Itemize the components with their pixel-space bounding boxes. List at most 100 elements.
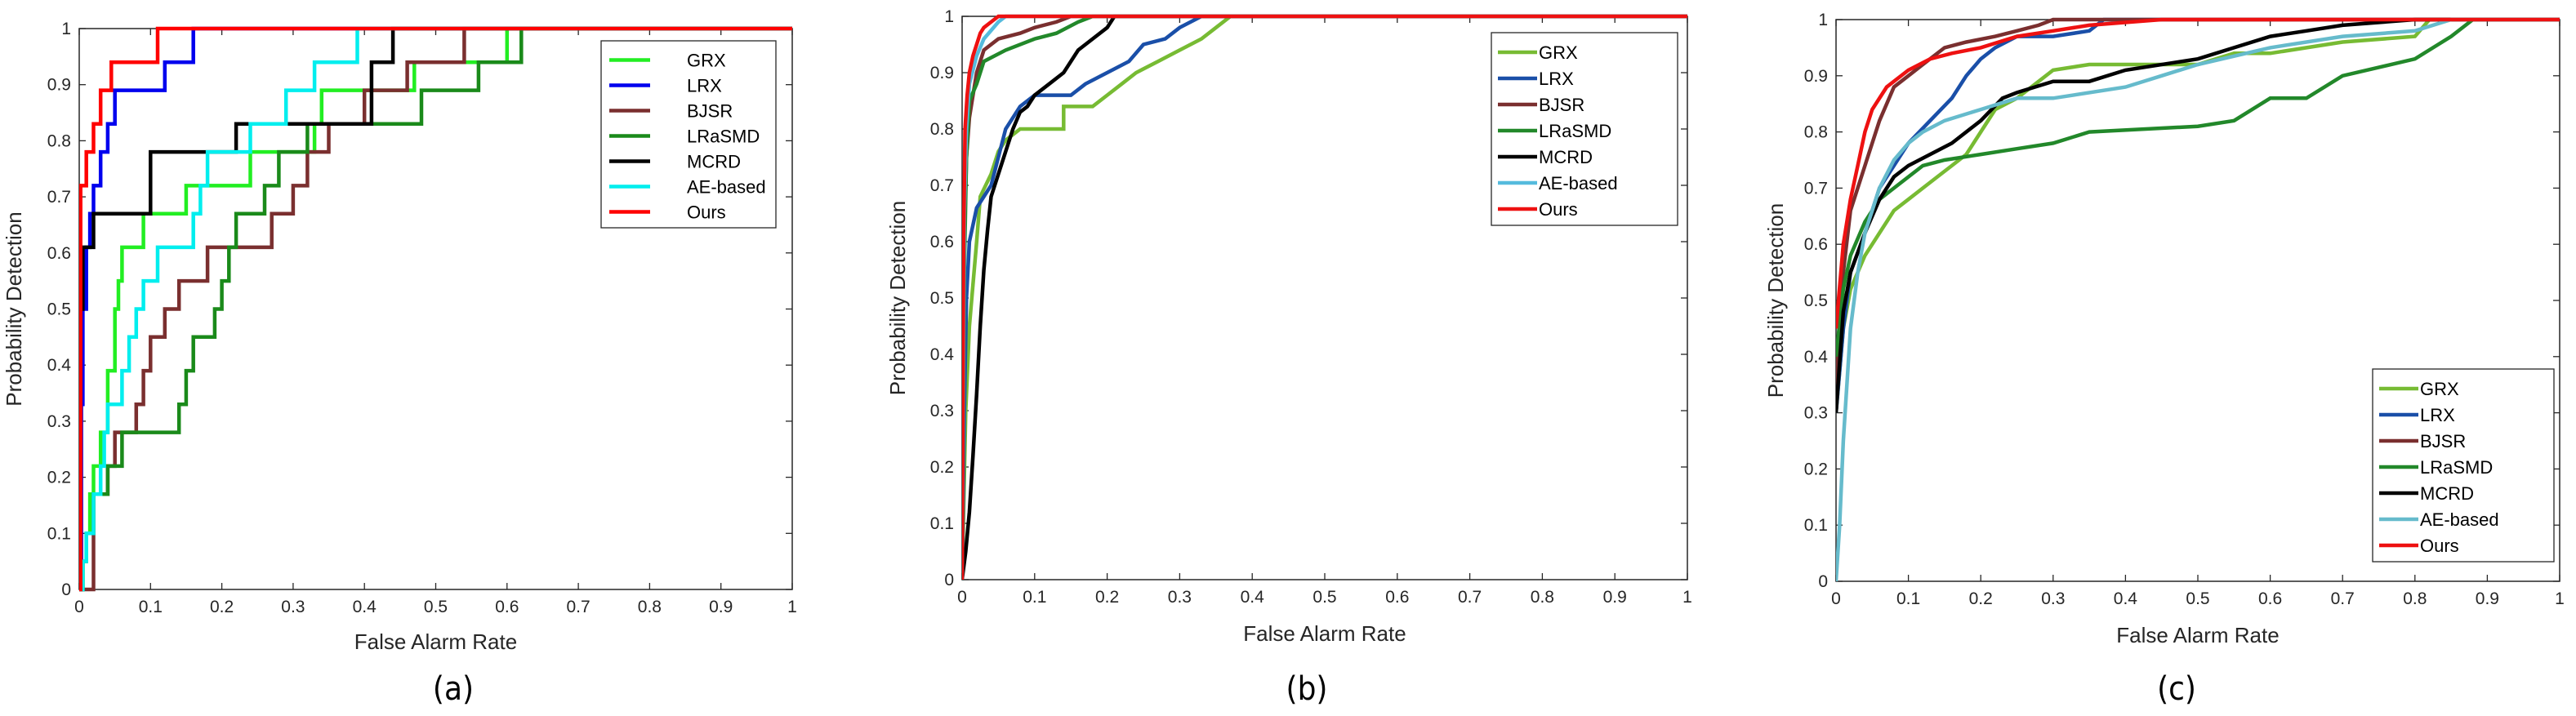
legend-label-ours: Ours <box>687 202 726 223</box>
y-tick-label: 0.5 <box>930 289 954 308</box>
x-tick-label: 0.9 <box>709 598 733 616</box>
series-line-ours <box>79 26 792 592</box>
panel-c: 0 0.1 0.2 0.3 0.4 0.5 0.6 0.7 0.8 0.9 1 0 0.1 0.2 0.3 0… <box>1763 11 2565 708</box>
axes-c: 0 0.1 0.2 0.3 0.4 0.5 0.6 0.7 0.8 0.9 1 0 0.1 0.2 0.3 0… <box>1763 11 2565 647</box>
x-axis-label: False Alarm Rate <box>354 629 517 654</box>
y-tick-label: 0.2 <box>1804 460 1828 478</box>
y-tick-label: 0.8 <box>1804 123 1828 142</box>
x-tick-label: 0.9 <box>1603 588 1627 607</box>
series-line-ae-based <box>79 26 792 592</box>
series-line-ae-based <box>1836 17 2560 582</box>
series-line-lrx <box>79 26 792 592</box>
panel-b: 0 0.1 0.2 0.3 0.4 0.5 0.6 0.7 0.8 0.9 1 0 0.1 0.2 0.3 0… <box>885 7 1692 708</box>
y-tick-label: 0.7 <box>47 188 71 207</box>
x-tick-label: 0.3 <box>281 598 305 616</box>
legend: GRX LRX BJSR LRaSMD MCRD AE-based Ours <box>2372 368 2555 563</box>
x-tick-label: 0.5 <box>424 598 448 616</box>
x-tick-label: 0.3 <box>2041 589 2065 608</box>
legend-label-lrasmd: LRaSMD <box>1539 121 1611 141</box>
y-tick-label: 0.2 <box>47 469 71 487</box>
x-tick-label: 0.8 <box>638 598 662 616</box>
y-tick-label: 0.3 <box>47 412 71 431</box>
x-tick-label: 0.1 <box>1896 589 1920 608</box>
legend-label-lrx: LRX <box>2420 405 2455 425</box>
x-axis-label: False Alarm Rate <box>2116 623 2279 647</box>
x-tick-label: 0.1 <box>1023 588 1046 607</box>
y-tick-label: 0.2 <box>930 458 954 477</box>
legend-label-lrx: LRX <box>687 76 722 96</box>
x-tick-label: 0.2 <box>210 598 234 616</box>
x-tick-label: 0 <box>1831 589 1841 608</box>
y-tick-label: 1 <box>61 20 71 38</box>
y-tick-label: 0.6 <box>47 244 71 263</box>
series-line-grx <box>1836 17 2560 413</box>
x-axis-label: False Alarm Rate <box>1243 621 1406 646</box>
legend: GRX LRX BJSR LRaSMD MCRD AE-based Ours <box>1491 32 1678 226</box>
axes-b: 0 0.1 0.2 0.3 0.4 0.5 0.6 0.7 0.8 0.9 1 0 0.1 0.2 0.3 0… <box>885 7 1692 646</box>
x-tick-label: 0 <box>74 598 84 616</box>
legend-label-ae-based: AE-based <box>2420 509 2499 530</box>
axes-a: 0 0.1 0.2 0.3 0.4 0.5 0.6 0.7 0.8 0.9 1 0 0.1 0.2 0.3 0… <box>2 20 797 654</box>
series-line-ours <box>962 14 1687 580</box>
series-line-grx <box>962 14 1687 580</box>
y-tick-label: 0.5 <box>1804 291 1828 310</box>
y-tick-label: 0.1 <box>47 524 71 543</box>
x-tick-label: 0 <box>957 588 967 607</box>
legend-label-lrasmd: LRaSMD <box>687 127 760 147</box>
x-tick-label: 0.6 <box>495 598 519 616</box>
y-tick-label: 0.4 <box>930 345 955 364</box>
y-tick-label: 0.7 <box>1804 179 1828 198</box>
x-tick-label: 1 <box>1682 588 1692 607</box>
y-tick-label: 0.4 <box>47 356 72 375</box>
y-axis-label: Probability Detection <box>1763 203 1788 398</box>
x-tick-label: 0.7 <box>566 598 590 616</box>
y-tick-label: 0 <box>944 571 954 589</box>
x-tick-label: 0.4 <box>353 598 377 616</box>
x-tick-label: 0.3 <box>1168 588 1192 607</box>
legend-label-bjsr: BJSR <box>2420 431 2466 451</box>
x-tick-label: 0.6 <box>2258 589 2282 608</box>
y-tick-label: 0.3 <box>930 402 954 420</box>
series-lines <box>79 26 792 592</box>
legend-label-mcrd: MCRD <box>1539 147 1593 167</box>
y-tick-label: 1 <box>944 7 954 26</box>
y-tick-label: 0.8 <box>930 120 954 139</box>
legend-label-grx: GRX <box>687 51 726 71</box>
y-tick-label: 0.9 <box>47 76 71 95</box>
panel-a: 0 0.1 0.2 0.3 0.4 0.5 0.6 0.7 0.8 0.9 1 0 0.1 0.2 0.3 0… <box>2 20 797 708</box>
legend-label-lrx: LRX <box>1539 69 1574 89</box>
panel-caption-a: (a) <box>433 670 474 708</box>
y-tick-label: 0 <box>61 580 71 599</box>
series-lines <box>1836 17 2560 582</box>
y-tick-label: 0.7 <box>930 176 954 195</box>
x-tick-label: 0.2 <box>1969 589 1993 608</box>
legend-label-lrasmd: LRaSMD <box>2420 457 2493 478</box>
y-tick-label: 0.8 <box>47 131 71 150</box>
y-tick-label: 0.9 <box>1804 67 1828 86</box>
x-tick-label: 0.7 <box>1458 588 1482 607</box>
y-axis-label: Probability Detection <box>2 211 26 406</box>
x-tick-label: 0.8 <box>1531 588 1554 607</box>
y-tick-label: 0 <box>1818 572 1828 591</box>
x-tick-label: 0.5 <box>1313 588 1336 607</box>
series-line-mcrd <box>962 14 1687 580</box>
x-tick-label: 0.7 <box>2331 589 2355 608</box>
legend-label-grx: GRX <box>2420 379 2459 399</box>
legend-label-bjsr: BJSR <box>1539 95 1584 115</box>
y-axis-label: Probability Detection <box>885 201 910 395</box>
legend-label-ae-based: AE-based <box>687 177 766 198</box>
legend-label-grx: GRX <box>1539 42 1578 63</box>
series-line-lrx <box>962 14 1687 580</box>
series-line-ours <box>1836 17 2560 329</box>
panel-caption-b: (b) <box>1286 670 1328 708</box>
x-tick-label: 0.9 <box>2476 589 2499 608</box>
x-tick-label: 0.8 <box>2403 589 2427 608</box>
legend: GRX LRX BJSR LRaSMD MCRD AE-based Ours <box>600 40 777 229</box>
x-tick-label: 0.4 <box>2114 589 2138 608</box>
y-tick-label: 0.1 <box>1804 516 1828 535</box>
y-tick-label: 0.9 <box>930 64 954 82</box>
y-tick-label: 0.3 <box>1804 404 1828 423</box>
x-tick-label: 0.6 <box>1385 588 1409 607</box>
panel-caption-c: (c) <box>2157 670 2196 708</box>
